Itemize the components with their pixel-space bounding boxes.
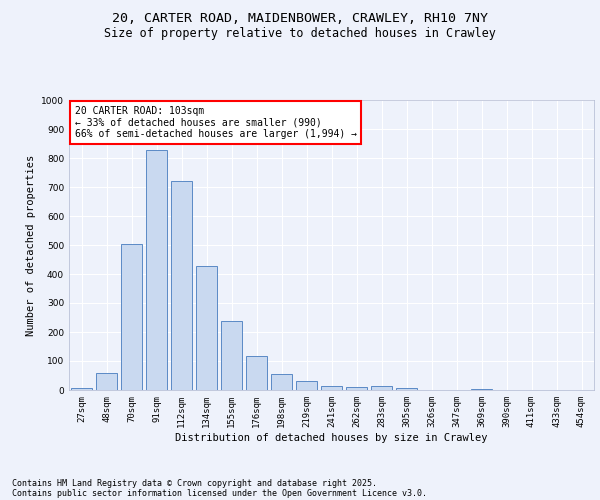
Bar — [296, 382, 317, 390]
Bar — [71, 388, 92, 390]
Text: Contains public sector information licensed under the Open Government Licence v3: Contains public sector information licen… — [12, 488, 427, 498]
Text: Contains HM Land Registry data © Crown copyright and database right 2025.: Contains HM Land Registry data © Crown c… — [12, 478, 377, 488]
Bar — [471, 388, 492, 390]
Bar — [346, 387, 367, 390]
X-axis label: Distribution of detached houses by size in Crawley: Distribution of detached houses by size … — [175, 432, 488, 442]
Bar — [371, 386, 392, 390]
Bar — [196, 266, 217, 390]
Bar — [321, 386, 342, 390]
Text: 20 CARTER ROAD: 103sqm
← 33% of detached houses are smaller (990)
66% of semi-de: 20 CARTER ROAD: 103sqm ← 33% of detached… — [74, 106, 356, 139]
Bar — [171, 180, 192, 390]
Text: Size of property relative to detached houses in Crawley: Size of property relative to detached ho… — [104, 28, 496, 40]
Bar — [121, 244, 142, 390]
Bar — [396, 388, 417, 390]
Bar — [246, 356, 267, 390]
Bar — [96, 374, 117, 390]
Bar — [271, 374, 292, 390]
Bar — [221, 321, 242, 390]
Y-axis label: Number of detached properties: Number of detached properties — [26, 154, 35, 336]
Text: 20, CARTER ROAD, MAIDENBOWER, CRAWLEY, RH10 7NY: 20, CARTER ROAD, MAIDENBOWER, CRAWLEY, R… — [112, 12, 488, 26]
Bar — [146, 150, 167, 390]
